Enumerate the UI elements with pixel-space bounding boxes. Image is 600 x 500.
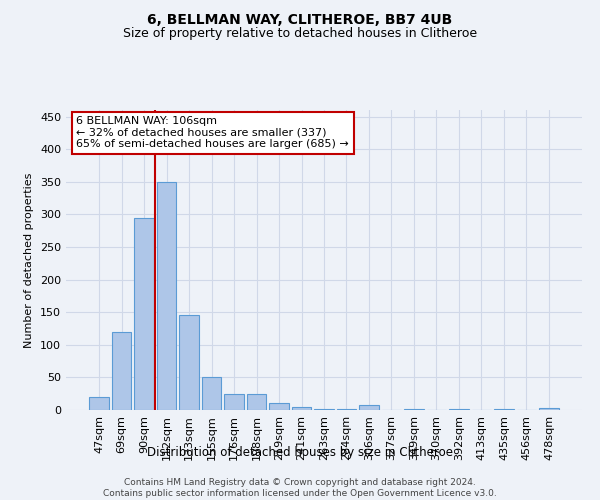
- Bar: [337, 408, 356, 410]
- Bar: [449, 408, 469, 410]
- Y-axis label: Number of detached properties: Number of detached properties: [25, 172, 34, 348]
- Text: Contains HM Land Registry data © Crown copyright and database right 2024.
Contai: Contains HM Land Registry data © Crown c…: [103, 478, 497, 498]
- Text: 6, BELLMAN WAY, CLITHEROE, BB7 4UB: 6, BELLMAN WAY, CLITHEROE, BB7 4UB: [148, 12, 452, 26]
- Bar: [247, 394, 266, 410]
- Bar: [314, 408, 334, 410]
- Bar: [539, 408, 559, 410]
- Bar: [202, 378, 221, 410]
- Bar: [292, 406, 311, 410]
- Bar: [157, 182, 176, 410]
- Bar: [494, 408, 514, 410]
- Bar: [269, 404, 289, 410]
- Text: 6 BELLMAN WAY: 106sqm
← 32% of detached houses are smaller (337)
65% of semi-det: 6 BELLMAN WAY: 106sqm ← 32% of detached …: [76, 116, 349, 149]
- Text: Size of property relative to detached houses in Clitheroe: Size of property relative to detached ho…: [123, 28, 477, 40]
- Bar: [112, 332, 131, 410]
- Bar: [359, 406, 379, 410]
- Bar: [89, 397, 109, 410]
- Text: Distribution of detached houses by size in Clitheroe: Distribution of detached houses by size …: [147, 446, 453, 459]
- Bar: [179, 316, 199, 410]
- Bar: [134, 218, 154, 410]
- Bar: [404, 408, 424, 410]
- Bar: [224, 394, 244, 410]
